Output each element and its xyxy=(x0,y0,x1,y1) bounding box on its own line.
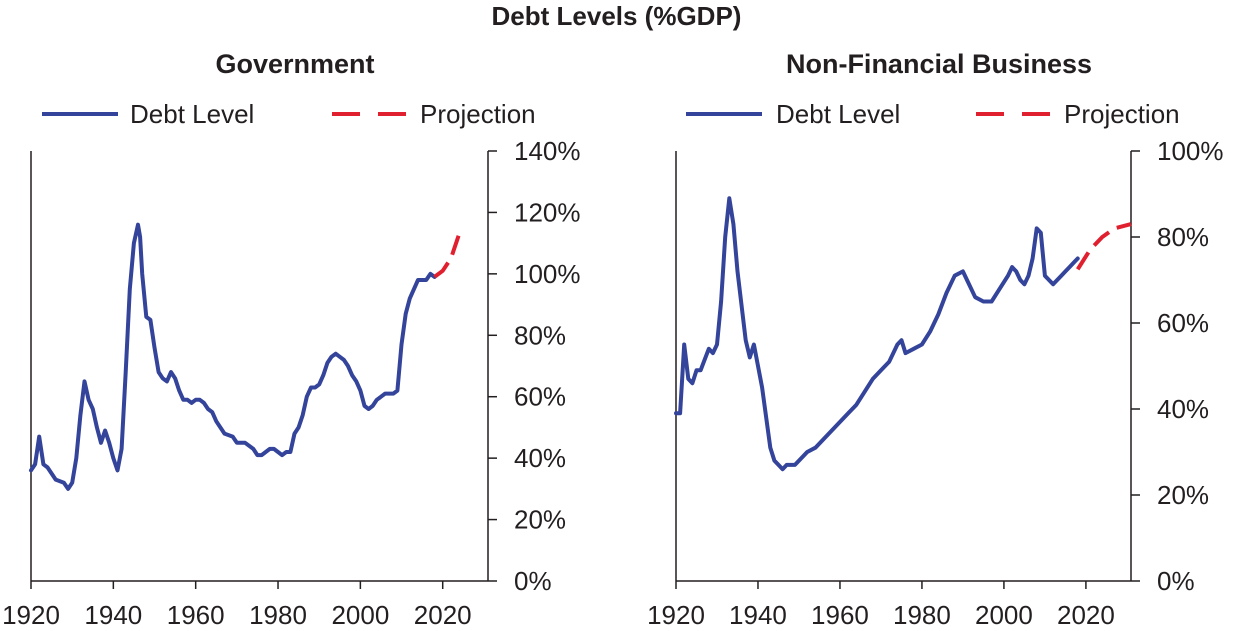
chart-1-y-tick-label: 40% xyxy=(514,443,566,473)
chart-1-legend-debt-label: Debt Level xyxy=(130,99,254,129)
chart-2-x-tick-label: 1920 xyxy=(647,600,705,630)
chart-1-y-tick-label: 100% xyxy=(514,259,581,289)
chart-1-y-tick-label: 20% xyxy=(514,505,566,535)
chart-1-x-tick-label: 1920 xyxy=(2,600,60,630)
chart-1-x-tick-label: 2000 xyxy=(331,600,389,630)
chart-1-legend-projection-label: Projection xyxy=(420,99,536,129)
chart-1-y-tick-label: 120% xyxy=(514,197,581,227)
chart-2-y-tick-label: 20% xyxy=(1157,480,1209,510)
chart-1-y-tick-label: 140% xyxy=(514,136,581,166)
chart-2-y-tick-label: 60% xyxy=(1157,308,1209,338)
chart-2-x-tick-label: 2020 xyxy=(1057,600,1115,630)
chart-2-x-tick-label: 1940 xyxy=(729,600,787,630)
figure-title: Debt Levels (%GDP) xyxy=(491,1,742,31)
chart-2-debt-level-line xyxy=(674,196,1080,472)
chart-1-y-tick-label: 60% xyxy=(514,382,566,412)
chart-2-y-tick-label: 40% xyxy=(1157,394,1209,424)
chart-1-x-tick-label: 1940 xyxy=(84,600,142,630)
chart-2-y-tick-label: 80% xyxy=(1157,222,1209,252)
chart-2-x-tick-label: 1960 xyxy=(811,600,869,630)
chart-1-title: Government xyxy=(215,49,374,79)
chart-2-legend-projection-label: Projection xyxy=(1064,99,1180,129)
chart-1-x-tick-label: 1980 xyxy=(249,600,307,630)
chart-2-x-tick-label: 1980 xyxy=(893,600,951,630)
chart-2-title: Non-Financial Business xyxy=(786,49,1092,79)
chart-2-y-tick-label: 100% xyxy=(1157,136,1224,166)
chart-2-legend-debt-label: Debt Level xyxy=(776,99,900,129)
chart-1-x-tick-label: 2020 xyxy=(414,600,472,630)
chart-1-y-tick-label: 0% xyxy=(514,566,552,596)
chart-1-debt-level-line xyxy=(29,222,437,491)
chart-2-x-tick-label: 2000 xyxy=(975,600,1033,630)
chart-1-y-tick-label: 80% xyxy=(514,320,566,350)
chart-1-x-tick-label: 1960 xyxy=(167,600,225,630)
chart-2-projection-line xyxy=(1076,222,1132,271)
chart-2-y-tick-label: 0% xyxy=(1157,566,1195,596)
chart-1-projection-line xyxy=(433,233,462,279)
